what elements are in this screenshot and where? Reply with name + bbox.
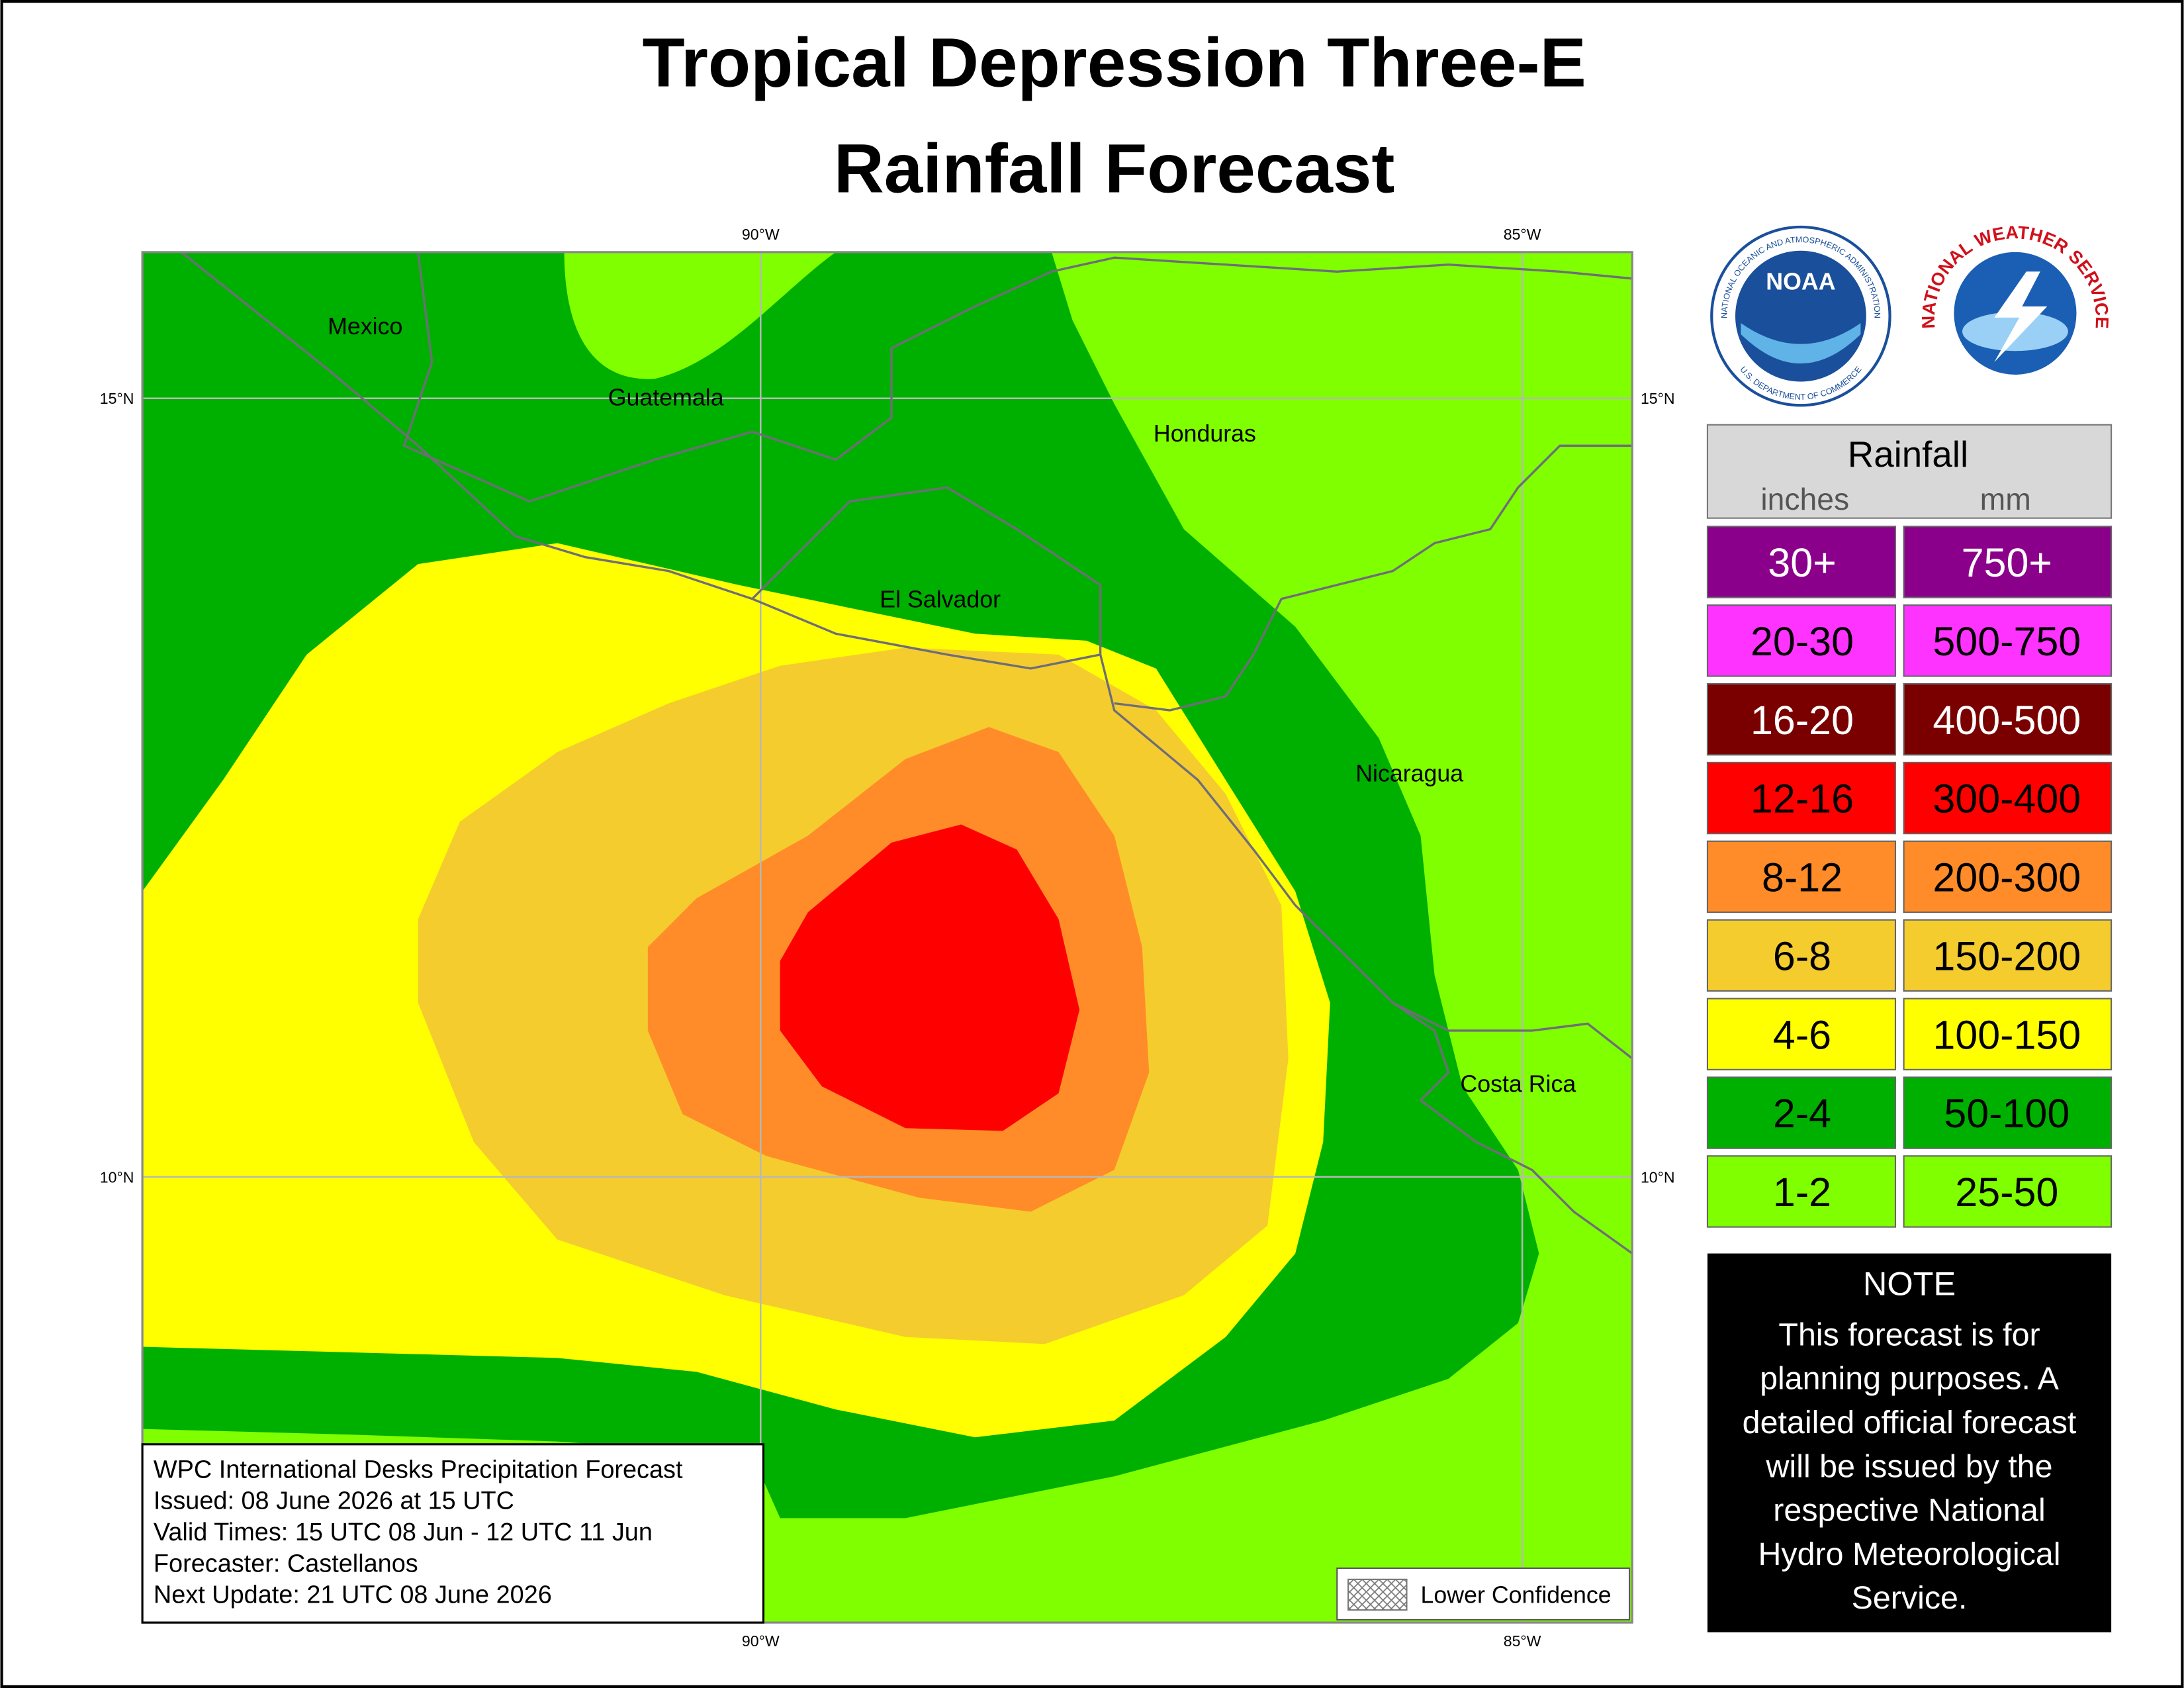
- coastlines: [180, 252, 1633, 1254]
- legend-mm: 50-100: [1944, 1091, 2070, 1136]
- lon-label: 90°W: [742, 226, 780, 243]
- zone-12-16: [780, 824, 1080, 1131]
- legend-swatch: [1903, 604, 2113, 677]
- legend-column: inches: [1760, 482, 1849, 516]
- lat-label: 15°N: [1641, 390, 1675, 407]
- title: Tropical Depression Three-E: [643, 24, 1586, 101]
- info-lines: WPC International Desks Precipitation Fo…: [154, 1456, 683, 1609]
- place-label: Mexico: [328, 313, 402, 340]
- legend-swatch: [1706, 761, 1897, 835]
- legend-header: [1706, 424, 2113, 519]
- legend-inches: 2-4: [1773, 1091, 1831, 1136]
- note-box: [1707, 1253, 2112, 1632]
- note-title: NOTE: [1863, 1265, 1956, 1303]
- legend-inches: 6-8: [1773, 933, 1831, 978]
- info-line: WPC International Desks Precipitation Fo…: [154, 1456, 683, 1483]
- note-line: Hydro Meteorological: [1758, 1536, 2060, 1572]
- map-border: [141, 251, 1633, 1624]
- legend-swatch: [1706, 1076, 1897, 1149]
- logo-text: NOAA: [1766, 269, 1835, 295]
- legend-inches: 12-16: [1751, 776, 1854, 821]
- legend-swatch: [1903, 998, 2113, 1070]
- zone-1-2: [564, 252, 836, 379]
- legend-mm: 500-750: [1933, 619, 2081, 664]
- legend-mm: 25-50: [1955, 1170, 2058, 1215]
- lon-label: 85°W: [1504, 226, 1541, 243]
- hatch-swatch: [1347, 1578, 1408, 1611]
- legend-inches: 20-30: [1751, 619, 1854, 664]
- legend-swatch: [1903, 919, 2113, 992]
- note-line: This forecast is for: [1778, 1317, 2040, 1352]
- legend-swatch: [1706, 526, 1897, 598]
- legend-swatch: [1706, 604, 1897, 677]
- info-line: Forecaster: Castellanos: [154, 1550, 418, 1577]
- legend-swatch: [1706, 998, 1897, 1070]
- place-label: Costa Rica: [1460, 1071, 1576, 1098]
- legend-mm: 200-300: [1933, 855, 2081, 900]
- legend-title: Rainfall: [1848, 434, 1968, 475]
- note-lines: This forecast is for planning purposes. A…: [1743, 1317, 2077, 1616]
- legend-mm: 150-200: [1933, 933, 2081, 978]
- lat-label: 10°N: [1641, 1168, 1675, 1186]
- lon-label: 85°W: [1504, 1632, 1541, 1650]
- confidence-label: Lower Confidence: [1421, 1582, 1612, 1609]
- legend-mm: 100-150: [1933, 1012, 2081, 1057]
- lat-label: 15°N: [100, 390, 134, 407]
- map: [142, 252, 1633, 1623]
- legend-swatch: [1706, 1155, 1897, 1228]
- legend-swatch: [1706, 682, 1897, 756]
- legend: 30+ 750+ 20-30 500-750 16-20 400-500 12-16 300-…: [1706, 526, 2113, 1228]
- noaa-logo: NATIONAL OCEANIC AND ATMOSPHERIC ADMINIS…: [1710, 225, 1891, 407]
- note-line: detailed official forecast: [1743, 1405, 2077, 1440]
- grid: [142, 252, 1633, 1623]
- info-line: Issued: 08 June 2026 at 15 UTC: [154, 1487, 514, 1515]
- place-label: Honduras: [1154, 420, 1256, 447]
- legend-inches: 30+: [1768, 540, 1836, 585]
- legend-mm: 750+: [1962, 540, 2052, 585]
- legend-swatch: [1903, 682, 2113, 756]
- legend-inches: 4-6: [1773, 1012, 1831, 1057]
- legend-swatch: [1903, 840, 2113, 914]
- info-box: [141, 1443, 765, 1624]
- legend-inches: 16-20: [1751, 698, 1854, 743]
- legend-mm: 400-500: [1933, 698, 2081, 743]
- legend-column: mm: [1980, 482, 2031, 516]
- legend-inches: 8-12: [1762, 855, 1843, 900]
- legend-inches: 1-2: [1773, 1170, 1831, 1215]
- note-line: planning purposes. A: [1760, 1361, 2060, 1397]
- legend-swatch: [1903, 761, 2113, 835]
- info-line: Valid Times: 15 UTC 08 Jun - 12 UTC 11 J…: [154, 1519, 653, 1546]
- note-line: Service.: [1852, 1580, 1968, 1616]
- legend-swatch: [1903, 526, 2113, 598]
- note-line: will be issued by the: [1766, 1448, 2053, 1484]
- lat-label: 10°N: [100, 1168, 134, 1186]
- note-line: respective National: [1773, 1493, 2045, 1528]
- legend-swatch: [1903, 1076, 2113, 1149]
- lon-label: 90°W: [742, 1632, 780, 1650]
- place-label: Guatemala: [608, 384, 724, 410]
- legend-swatch: [1903, 1155, 2113, 1228]
- legend-swatch: [1706, 919, 1897, 992]
- place-label: Nicaragua: [1355, 760, 1463, 786]
- place-label: El Salvador: [880, 586, 1001, 612]
- legend-swatch: [1706, 840, 1897, 914]
- info-line: Next Update: 21 UTC 08 June 2026: [154, 1581, 552, 1609]
- title: Rainfall Forecast: [834, 130, 1395, 207]
- legend-mm: 300-400: [1933, 776, 2081, 821]
